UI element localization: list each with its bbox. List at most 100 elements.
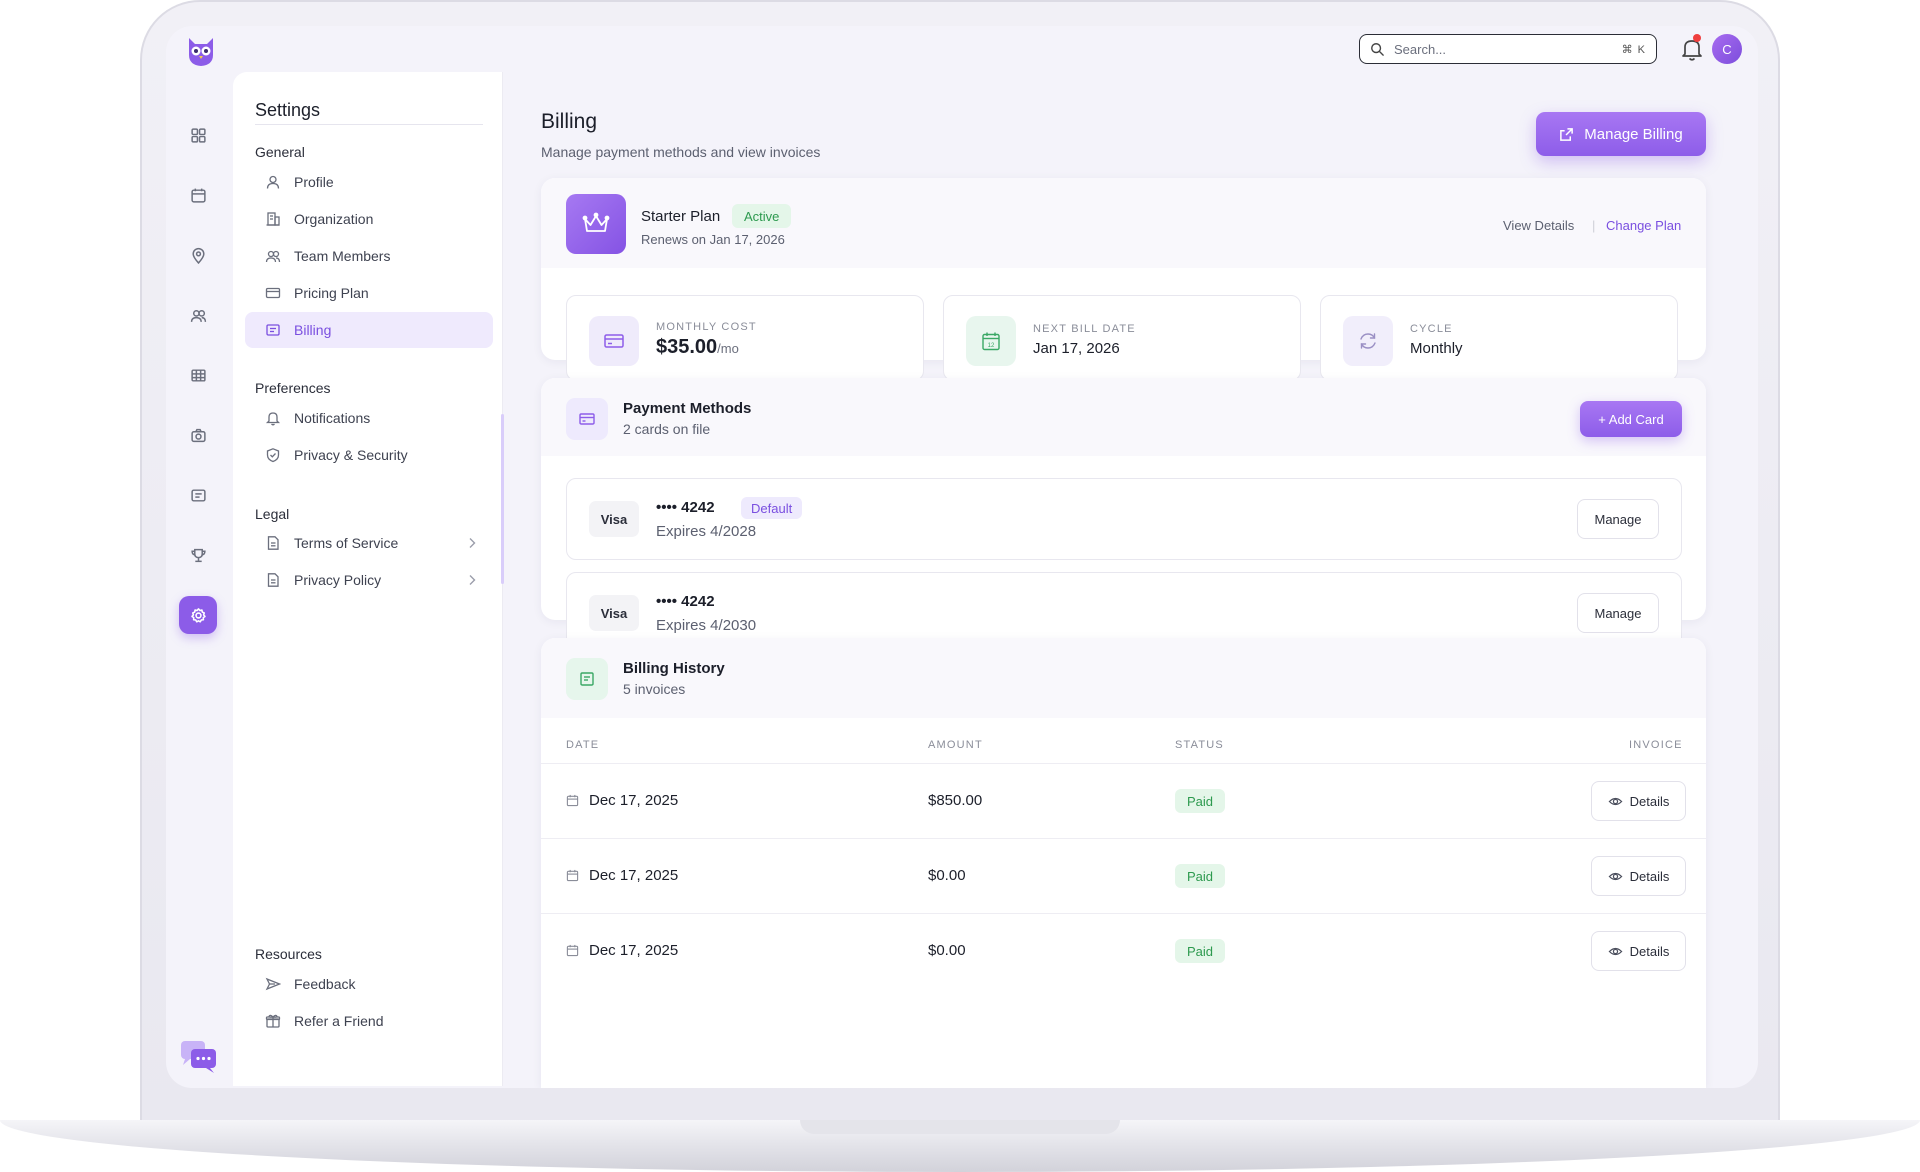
invoice-amount: $850.00 <box>928 792 983 809</box>
rail-location[interactable] <box>179 236 217 274</box>
avatar[interactable]: C <box>1712 34 1742 64</box>
plan-renewal: Renews on Jan 17, 2026 <box>641 232 785 247</box>
payment-methods-title: Payment Methods <box>623 400 752 417</box>
calendar-icon <box>566 869 579 882</box>
sidebar-item-label: Privacy Policy <box>294 572 382 588</box>
sidebar-item-privacy-policy[interactable]: Privacy Policy <box>245 562 493 598</box>
sidebar-item-label: Notifications <box>294 410 371 426</box>
column-header-date: DATE <box>566 739 600 751</box>
trophy-icon <box>190 548 206 562</box>
credit-card-icon <box>265 287 281 299</box>
map-pin-icon <box>191 247 205 264</box>
sidebar-item-terms[interactable]: Terms of Service <box>245 525 493 561</box>
invoice-date: Dec 17, 2025 <box>566 942 678 959</box>
status-badge: Active <box>732 204 792 228</box>
sidebar-item-refer[interactable]: Refer a Friend <box>245 1003 493 1039</box>
monthly-cost-unit: /mo <box>717 341 739 356</box>
search-input[interactable]: Search... ⌘ K <box>1359 34 1657 64</box>
link-separator: | <box>1592 218 1596 233</box>
invoice-details-button[interactable]: Details <box>1591 931 1686 971</box>
calendar-icon <box>566 794 579 807</box>
rail-trophy[interactable] <box>179 536 217 574</box>
sidebar-item-profile[interactable]: Profile <box>245 164 493 200</box>
invoice-date-text: Dec 17, 2025 <box>589 942 679 959</box>
camera-icon <box>190 428 206 442</box>
search-icon <box>1371 43 1384 56</box>
card-number: •••• 4242 <box>656 499 715 516</box>
stat-icon <box>1343 316 1393 366</box>
owl-logo-icon[interactable] <box>186 35 216 67</box>
stat-icon: 12 <box>966 316 1016 366</box>
gear-icon <box>190 607 206 623</box>
chat-icon[interactable] <box>180 1040 218 1074</box>
card-expiry: Expires 4/2030 <box>656 617 757 634</box>
credit-card-icon <box>604 334 624 348</box>
payment-methods-card: Payment Methods 2 cards on file + Add Ca… <box>541 378 1706 652</box>
rail-messages[interactable] <box>179 476 217 514</box>
invoice-date: Dec 17, 2025 <box>566 792 678 809</box>
notification-dot <box>1693 34 1701 42</box>
invoice-details-button[interactable]: Details <box>1591 781 1686 821</box>
settings-title: Settings <box>255 100 321 120</box>
sidebar-item-label: Terms of Service <box>294 535 399 551</box>
section-resources: Resources <box>255 946 322 962</box>
main-content: Billing Manage payment methods and view … <box>504 72 1758 1088</box>
sidebar-item-billing[interactable]: Billing <box>245 312 493 348</box>
document-icon <box>267 573 279 587</box>
search-shortcut: ⌘ K <box>1621 43 1646 56</box>
search-placeholder: Search... <box>1394 41 1447 57</box>
bell-icon[interactable] <box>1679 36 1705 62</box>
rail-camera[interactable] <box>179 416 217 454</box>
payment-card-row: Visa •••• 4242 Default Expires 4/2028 Ma… <box>566 478 1682 560</box>
sidebar-item-label: Team Members <box>294 248 391 264</box>
billing-history-card: Billing History 5 invoices DATE AMOUNT S… <box>541 638 1706 1088</box>
manage-card-button[interactable]: Manage <box>1577 593 1659 633</box>
status-badge: Paid <box>1175 939 1226 963</box>
crown-icon <box>582 212 610 232</box>
next-bill-stat: 12 NEXT BILL DATE Jan 17, 2026 <box>943 295 1301 381</box>
top-bar: Search... ⌘ K C <box>166 26 1758 72</box>
rail-settings[interactable] <box>179 596 217 634</box>
billing-history-title: Billing History <box>623 660 725 677</box>
view-details-link[interactable]: View Details <box>1503 218 1575 233</box>
card-brand: Visa <box>589 595 639 631</box>
sidebar-item-notifications[interactable]: Notifications <box>245 400 493 436</box>
message-icon <box>190 488 206 502</box>
rail-calendar[interactable] <box>179 176 217 214</box>
invoice-date-text: Dec 17, 2025 <box>589 867 679 884</box>
rail-table[interactable] <box>179 356 217 394</box>
sidebar-item-pricing-plan[interactable]: Pricing Plan <box>245 275 493 311</box>
laptop-notch <box>800 1120 1120 1134</box>
document-icon <box>267 536 279 550</box>
sidebar-item-organization[interactable]: Organization <box>245 201 493 237</box>
scrollbar[interactable] <box>501 414 504 584</box>
settings-panel: Settings General Profile Organization Te… <box>233 72 504 1086</box>
chevron-right-icon <box>469 575 476 585</box>
sidebar-item-label: Pricing Plan <box>294 285 369 301</box>
rail-grid[interactable] <box>179 116 217 154</box>
monthly-cost-stat: MONTHLY COST $35.00/mo <box>566 295 924 381</box>
user-icon <box>266 175 280 189</box>
chevron-right-icon <box>469 538 476 548</box>
plan-icon <box>566 194 626 254</box>
shield-icon <box>266 448 280 463</box>
users-icon <box>190 309 206 322</box>
sidebar-item-team-members[interactable]: Team Members <box>245 238 493 274</box>
manage-card-button[interactable]: Manage <box>1577 499 1659 539</box>
change-plan-link[interactable]: Change Plan <box>1606 218 1682 233</box>
sidebar-item-privacy-security[interactable]: Privacy & Security <box>245 437 493 473</box>
users-icon <box>265 250 281 263</box>
payment-card-header <box>541 378 1706 456</box>
manage-billing-button[interactable]: Manage Billing <box>1536 112 1706 156</box>
calendar-icon <box>190 188 206 203</box>
table-row: Dec 17, 2025 $850.00 Paid Details <box>541 763 1706 838</box>
grid-icon <box>190 127 206 143</box>
add-card-button[interactable]: + Add Card <box>1580 401 1682 437</box>
invoice-details-button[interactable]: Details <box>1591 856 1686 896</box>
eye-icon <box>1608 872 1623 880</box>
section-preferences: Preferences <box>255 380 331 396</box>
payment-methods-subtitle: 2 cards on file <box>623 421 711 437</box>
rail-users[interactable] <box>179 296 217 334</box>
cycle-label: CYCLE <box>1410 323 1453 335</box>
sidebar-item-feedback[interactable]: Feedback <box>245 966 493 1002</box>
